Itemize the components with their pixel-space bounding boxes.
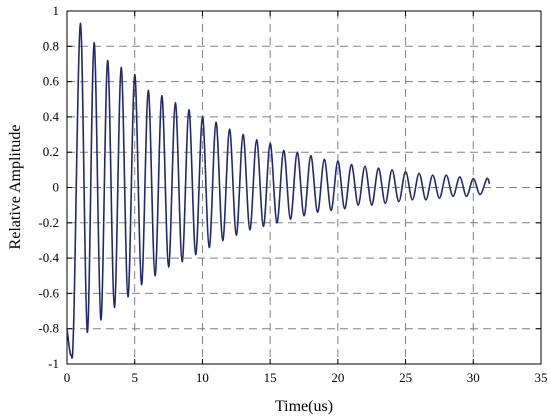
x-tick-label: 25 <box>399 370 412 385</box>
x-tick-label: 35 <box>535 370 548 385</box>
y-tick-label: 0 <box>53 180 60 195</box>
x-tick-label: 0 <box>64 370 71 385</box>
y-tick-label: 0.4 <box>43 109 60 124</box>
axis-ticks <box>66 10 542 365</box>
y-tick-label: -0.6 <box>38 285 59 300</box>
y-tick-label: 1 <box>53 3 60 18</box>
x-tick-label: 20 <box>331 370 344 385</box>
y-tick-label: -1 <box>48 356 59 371</box>
x-tick-label: 5 <box>131 370 138 385</box>
y-tick-label: -0.8 <box>38 321 59 336</box>
x-tick-label: 15 <box>264 370 277 385</box>
x-tick-labels: 0 5 10 15 20 25 30 35 <box>64 370 548 385</box>
y-tick-labels: -1 -0.8 -0.6 -0.4 -0.2 0 0.2 0.4 0.6 0.8 1 <box>38 3 59 371</box>
y-axis-label: Relative Amplitude <box>7 125 24 250</box>
y-tick-label: 0.6 <box>43 74 60 89</box>
y-tick-label: -0.2 <box>38 215 59 230</box>
grid <box>67 11 541 364</box>
y-tick-label: 0.2 <box>43 144 59 159</box>
y-tick-label: 0.8 <box>43 38 59 53</box>
x-tick-label: 30 <box>467 370 480 385</box>
series-layer <box>66 22 491 359</box>
series-line <box>66 22 491 359</box>
x-tick-label: 10 <box>196 370 209 385</box>
x-axis-label: Time(us) <box>275 398 333 415</box>
y-tick-label: -0.4 <box>38 250 59 265</box>
